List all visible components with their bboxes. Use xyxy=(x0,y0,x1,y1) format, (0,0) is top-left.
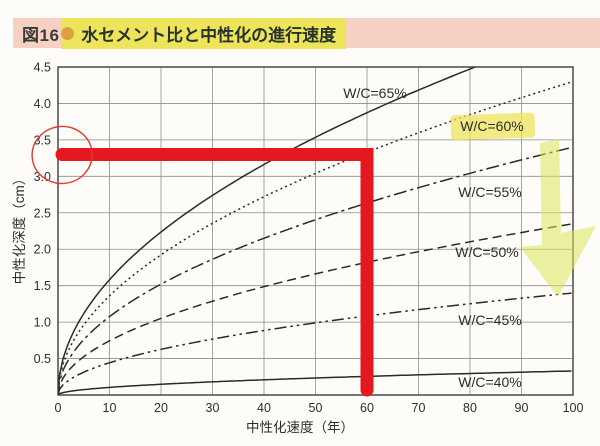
x-tick-label: 50 xyxy=(309,401,323,415)
red-guide-line xyxy=(55,147,374,397)
figure-number: 図16 xyxy=(22,25,60,45)
figure-title: 水セメント比と中性化の進行速度 xyxy=(81,25,337,45)
curve-label: W/C=55% xyxy=(458,184,521,200)
y-tick-label: 2.0 xyxy=(34,243,51,257)
series-highlight-marker xyxy=(450,112,536,141)
curve-label: W/C=65% xyxy=(343,85,406,101)
y-tick-label: 3.5 xyxy=(34,133,51,147)
curve-40 xyxy=(58,370,572,395)
x-tick-label: 40 xyxy=(257,401,271,415)
x-tick-label: 90 xyxy=(515,401,529,415)
curve-55 xyxy=(58,146,572,395)
grid xyxy=(58,67,573,395)
yellow-down-arrow-icon xyxy=(520,139,596,297)
curve-label: W/C=40% xyxy=(458,374,521,390)
x-axis-title: 中性化速度（年） xyxy=(246,420,354,435)
x-tick-label: 30 xyxy=(206,401,220,415)
x-tick-label: 0 xyxy=(55,401,62,415)
curve-60 xyxy=(58,81,572,395)
x-tick-label: 70 xyxy=(412,401,426,415)
x-tick-label: 100 xyxy=(563,401,584,415)
red-circle-annotation xyxy=(31,125,93,185)
y-tick-label: 1.0 xyxy=(34,316,51,330)
y-axis-title: 中性化深度（cm） xyxy=(12,172,27,285)
bullet-icon xyxy=(61,26,75,40)
y-tick-label: 4.5 xyxy=(34,61,51,75)
curve-45 xyxy=(58,292,572,395)
x-tick-label: 80 xyxy=(463,401,477,415)
curve-label: W/C=60% xyxy=(460,118,523,134)
figure-title-bar: 図16 水セメント比と中性化の進行速度 xyxy=(13,17,600,49)
title-highlight: 水セメント比と中性化の進行速度 xyxy=(61,17,347,49)
curves xyxy=(58,67,572,395)
y-tick-label: 4.0 xyxy=(34,97,51,111)
tick-labels: 0 10 20 30 40 50 60 70 80 90 1000.51.01.52.02.53.0… xyxy=(34,61,584,416)
x-tick-label: 20 xyxy=(154,401,168,415)
y-tick-label: 2.5 xyxy=(34,206,51,220)
x-tick-label: 60 xyxy=(360,401,374,415)
curve-50 xyxy=(58,223,572,395)
y-tick-label: 0.5 xyxy=(34,352,51,366)
curve-65 xyxy=(58,67,478,395)
curve-label: W/C=50% xyxy=(455,244,518,260)
curve-label: W/C=45% xyxy=(458,312,521,328)
y-tick-label: 1.5 xyxy=(34,279,51,293)
curve-labels: W/C=65% W/C=60% W/C=55% W/C=50% W/C=45% W/C=4… xyxy=(343,85,536,390)
x-tick-label: 10 xyxy=(103,401,117,415)
